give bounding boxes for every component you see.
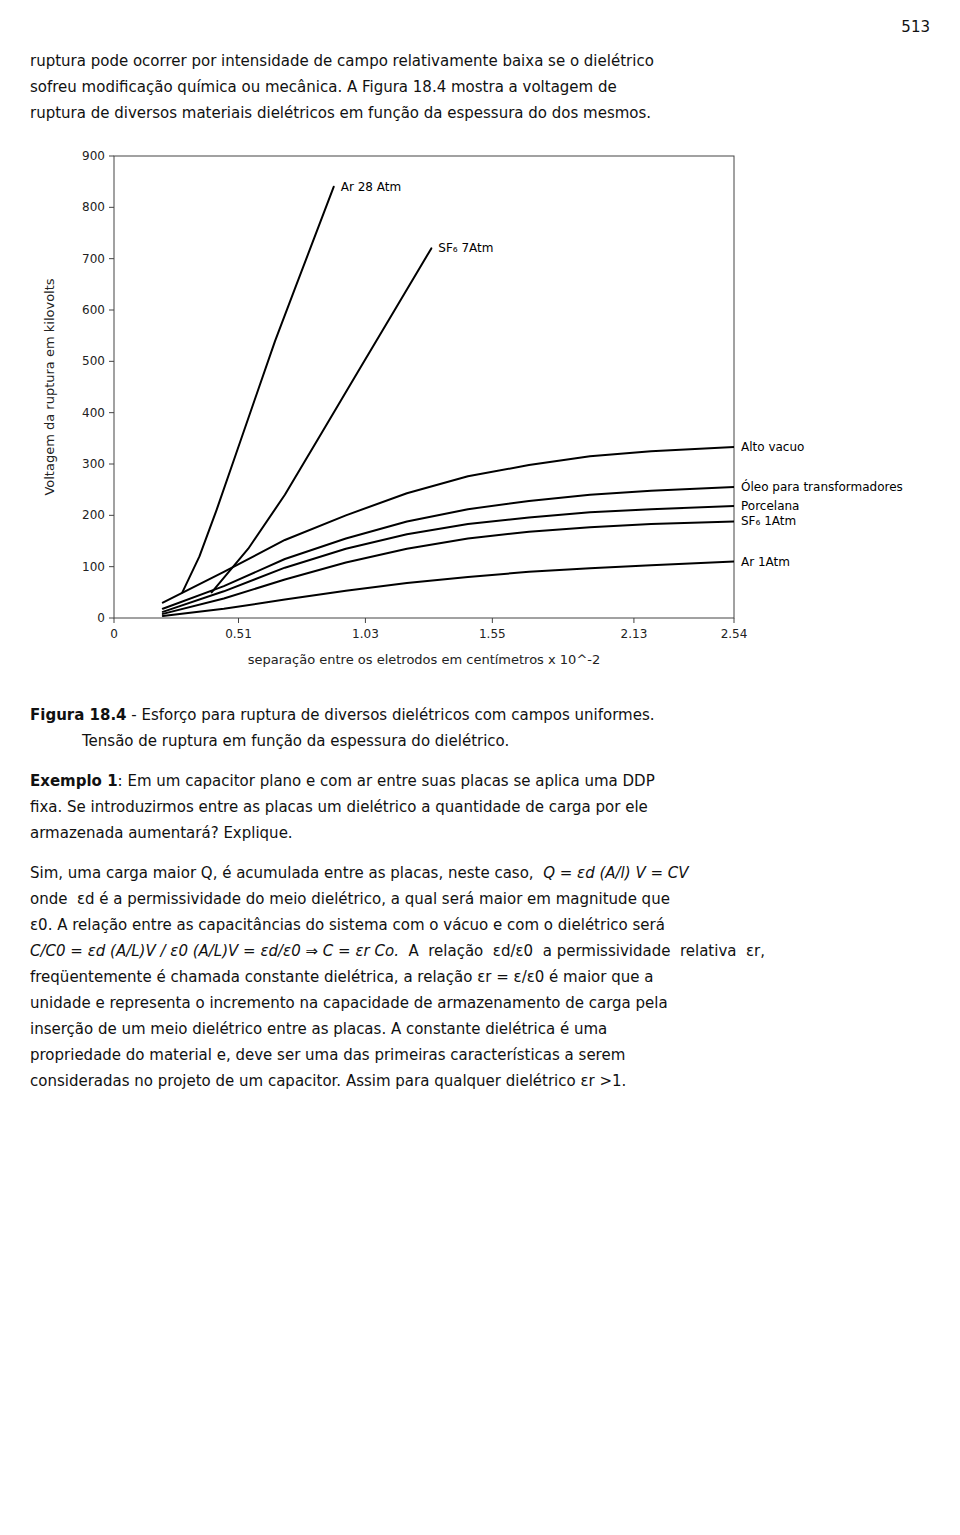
x-axis-label: separação entre os eletrodos em centímet… (248, 652, 601, 667)
x-tick-label: 0 (110, 627, 118, 641)
paragraph-line: ε0. A relação entre as capacitâncias do … (30, 912, 930, 938)
y-tick (109, 310, 114, 311)
paragraph-line: ruptura de diversos materiais dielétrico… (30, 100, 930, 126)
spacer (30, 846, 930, 860)
y-tick-label: 200 (82, 508, 105, 522)
paragraph-text: A relação εd/ε0 a permissividade relativ… (399, 942, 765, 960)
caption-line: Tensão de ruptura em função da espessura… (30, 728, 930, 754)
series-line (163, 506, 734, 612)
paragraph-text: : Em um capacitor plano e com ar entre s… (118, 772, 655, 790)
caption-text: - Esforço para ruptura de diversos dielé… (127, 706, 655, 724)
series-label: SF₆ 7Atm (438, 241, 493, 255)
paragraph-line: consideradas no projeto de um capacitor.… (30, 1068, 930, 1094)
y-tick (109, 515, 114, 516)
x-tick (734, 618, 735, 623)
y-tick-label: 800 (82, 200, 105, 214)
y-tick (109, 618, 114, 619)
paragraph-line: inserção de um meio dielétrico entre as … (30, 1016, 930, 1042)
x-tick (238, 618, 239, 623)
x-tick-label: 2.13 (621, 627, 648, 641)
y-tick (109, 361, 114, 362)
x-tick-label: 2.54 (721, 627, 748, 641)
y-tick-label: 500 (82, 354, 105, 368)
series-label: Alto vacuo (741, 440, 804, 454)
paragraph-line: unidade e representa o incremento na cap… (30, 990, 930, 1016)
spacer (30, 688, 930, 702)
formula: C/C0 = εd (A/L)V / ε0 (A/L)V = εd/ε0 ⇒ C… (30, 942, 399, 960)
paragraph-line: armazenada aumentará? Explique. (30, 820, 930, 846)
spacer (30, 754, 930, 768)
y-tick (109, 464, 114, 465)
x-tick (365, 618, 366, 623)
page-number: 513 (30, 14, 930, 40)
y-tick (109, 258, 114, 259)
y-axis-label: Voltagem da ruptura em kilovolts (42, 278, 57, 495)
y-tick-label: 100 (82, 560, 105, 574)
spacer (30, 126, 930, 140)
paragraph-line: propriedade do material e, deve ser uma … (30, 1042, 930, 1068)
x-tick (492, 618, 493, 623)
paragraph-line: freqüentemente é chamada constante dielé… (30, 964, 930, 990)
paragraph-line: fixa. Se introduzirmos entre as placas u… (30, 794, 930, 820)
series-label: SF₆ 1Atm (741, 514, 796, 528)
series-label: Óleo para transformadores (741, 479, 903, 494)
y-tick (109, 207, 114, 208)
plot-area (163, 187, 734, 616)
chart-holder: 0 0.51 1.03 1.55 2.13 2.54 0 100 200 300 400 500 600… (30, 140, 930, 688)
spacer (534, 864, 544, 882)
y-tick-label: 300 (82, 457, 105, 471)
plot-frame (114, 156, 734, 618)
series-line (163, 562, 734, 616)
series-label: Ar 1Atm (741, 555, 790, 569)
y-tick-label: 0 (97, 611, 105, 625)
y-tick-label: 700 (82, 252, 105, 266)
page: 513 ruptura pode ocorrer por intensidade … (0, 0, 960, 1094)
example-bold: Exemplo 1 (30, 772, 118, 790)
caption-bold: Figura 18.4 (30, 706, 127, 724)
paragraph-line: onde εd é a permissividade do meio dielé… (30, 886, 930, 912)
y-tick (109, 412, 114, 413)
paragraph-line: ruptura pode ocorrer por intensidade de … (30, 48, 930, 74)
x-tick (633, 618, 634, 623)
x-tick (114, 618, 115, 623)
series-label: Ar 28 Atm (341, 180, 401, 194)
paragraph-line: Sim, uma carga maior Q, é acumulada entr… (30, 860, 930, 886)
y-tick-label: 900 (82, 149, 105, 163)
paragraph-line: Exemplo 1: Em um capacitor plano e com a… (30, 768, 930, 794)
y-tick-label: 400 (82, 406, 105, 420)
y-tick-label: 600 (82, 303, 105, 317)
caption-line: Figura 18.4 - Esforço para ruptura de di… (30, 702, 930, 728)
y-tick (109, 566, 114, 567)
paragraph-line: C/C0 = εd (A/L)V / ε0 (A/L)V = εd/ε0 ⇒ C… (30, 938, 930, 964)
series-line (182, 187, 333, 593)
x-tick-label: 1.03 (352, 627, 379, 641)
x-tick-label: 1.55 (479, 627, 506, 641)
series-line (212, 248, 432, 592)
formula: Q = εd (A/l) V = CV (543, 864, 688, 882)
paragraph-text: Sim, uma carga maior Q, é acumulada entr… (30, 864, 534, 882)
series-label: Porcelana (741, 499, 799, 513)
paragraph-line: sofreu modificação química ou mecânica. … (30, 74, 930, 100)
y-tick (109, 156, 114, 157)
chart: 0 0.51 1.03 1.55 2.13 2.54 0 100 200 300 400 500 600… (30, 140, 930, 680)
series-line (163, 521, 734, 613)
x-tick-label: 0.51 (225, 627, 252, 641)
